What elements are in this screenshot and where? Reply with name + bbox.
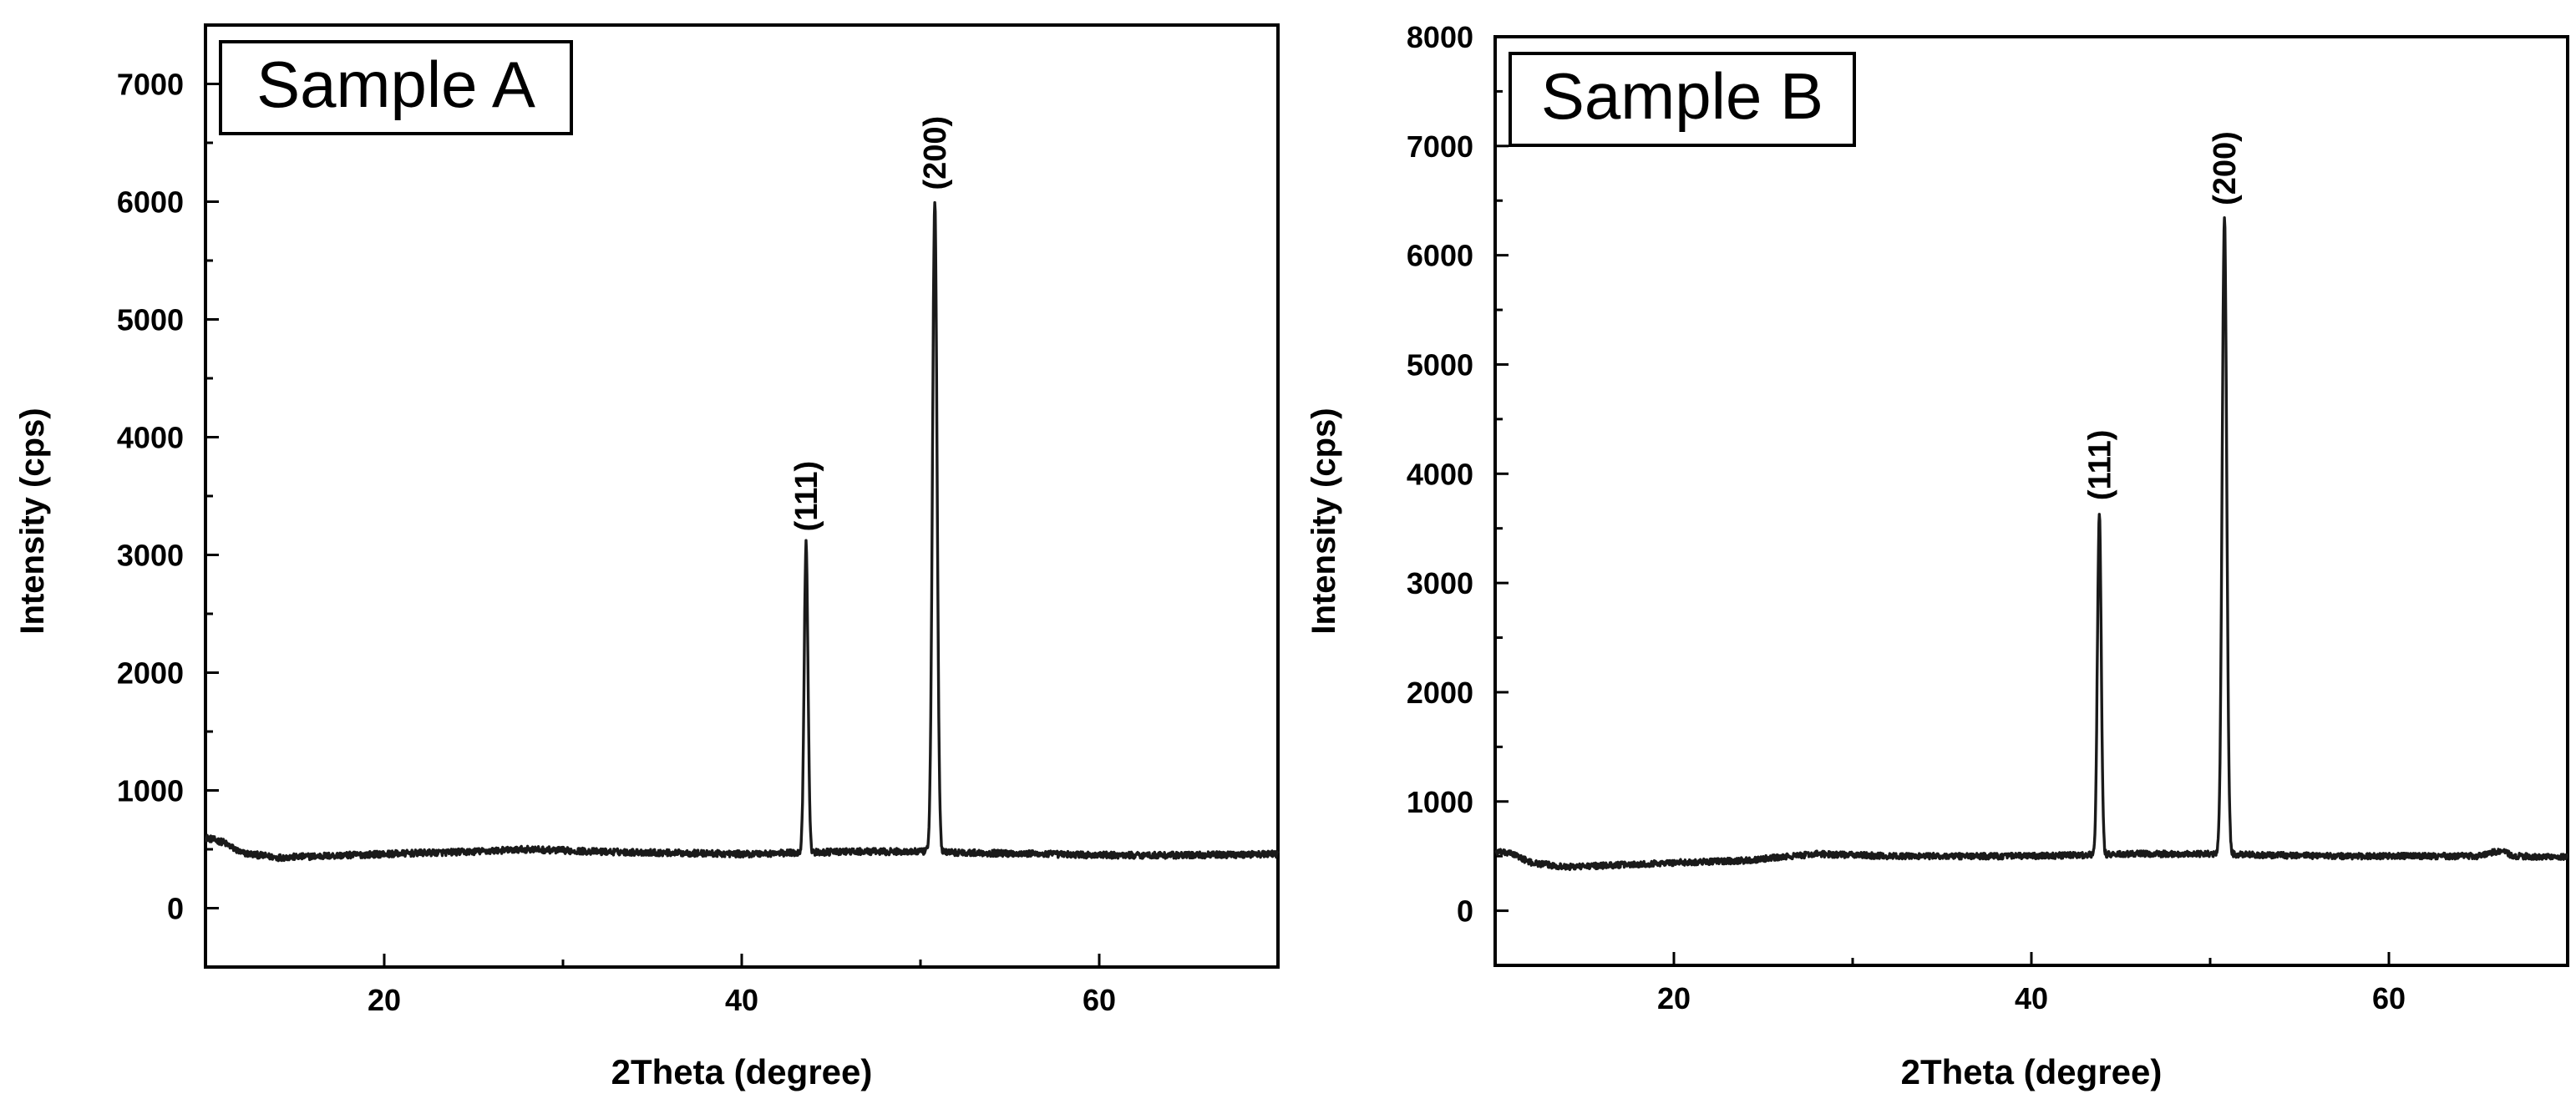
y-tick-label: 5000 xyxy=(117,303,184,337)
y-tick-label: 3000 xyxy=(117,539,184,573)
diffraction-trace xyxy=(1493,216,2569,872)
y-tick-label: 0 xyxy=(1457,894,1473,929)
y-tick-label: 2000 xyxy=(117,656,184,691)
y-tick-label: 4000 xyxy=(1407,457,1473,491)
y-tick-label: 8000 xyxy=(1407,20,1473,54)
plot-frame xyxy=(204,23,1280,969)
x-tick-label: 20 xyxy=(368,983,401,1017)
peak-label: (111) xyxy=(789,461,824,532)
peak-label: (111) xyxy=(2082,430,2117,501)
peak-label: (200) xyxy=(2208,131,2243,205)
x-axis-label: 2Theta (degree) xyxy=(1901,1052,2163,1091)
x-axis-label: 2Theta (degree) xyxy=(611,1052,873,1091)
y-tick-label: 4000 xyxy=(117,421,184,455)
y-axis-label: Intensity (cps) xyxy=(1306,408,1342,634)
sample-label: Sample B xyxy=(1541,59,1823,133)
x-tick-label: 40 xyxy=(725,983,758,1017)
y-tick-label: 6000 xyxy=(117,185,184,220)
y-tick-label: 2000 xyxy=(1407,676,1473,710)
y-tick-label: 7000 xyxy=(117,68,184,102)
x-tick-label: 60 xyxy=(2372,981,2406,1015)
y-axis-label: Intensity (cps) xyxy=(14,408,51,634)
y-tick-label: 7000 xyxy=(1407,129,1473,164)
x-tick-label: 40 xyxy=(2015,981,2048,1015)
peak-label: (200) xyxy=(918,116,953,190)
chart-panel-sample-a: 0 1000 2000 3000 4000 5000 6000 7000 20 40 60 (111)… xyxy=(14,23,1280,1091)
y-tick-label: 0 xyxy=(167,892,184,926)
x-tick-label: 20 xyxy=(1657,981,1691,1015)
plot-marks: 0 1000 2000 3000 4000 5000 6000 7000 8000 20 40 60 (… xyxy=(1407,20,2569,1015)
y-tick-label: 6000 xyxy=(1407,239,1473,273)
sample-label-box xyxy=(219,40,573,135)
chart-panel-sample-b: 0 1000 2000 3000 4000 5000 6000 7000 8000 20 40 60 (… xyxy=(1306,20,2569,1091)
y-tick-label: 3000 xyxy=(1407,566,1473,600)
x-tick-label: 60 xyxy=(1083,983,1116,1017)
plot-marks: 0 1000 2000 3000 4000 5000 6000 7000 20 40 60 (111)… xyxy=(117,23,1280,1017)
y-tick-label: 5000 xyxy=(1407,347,1473,382)
y-tick-label: 1000 xyxy=(1407,785,1473,819)
diffraction-trace xyxy=(204,200,1280,863)
plot-frame xyxy=(1493,35,2569,967)
sample-label-box xyxy=(1509,52,1856,147)
sample-label: Sample A xyxy=(256,48,535,121)
y-tick-label: 1000 xyxy=(117,774,184,808)
